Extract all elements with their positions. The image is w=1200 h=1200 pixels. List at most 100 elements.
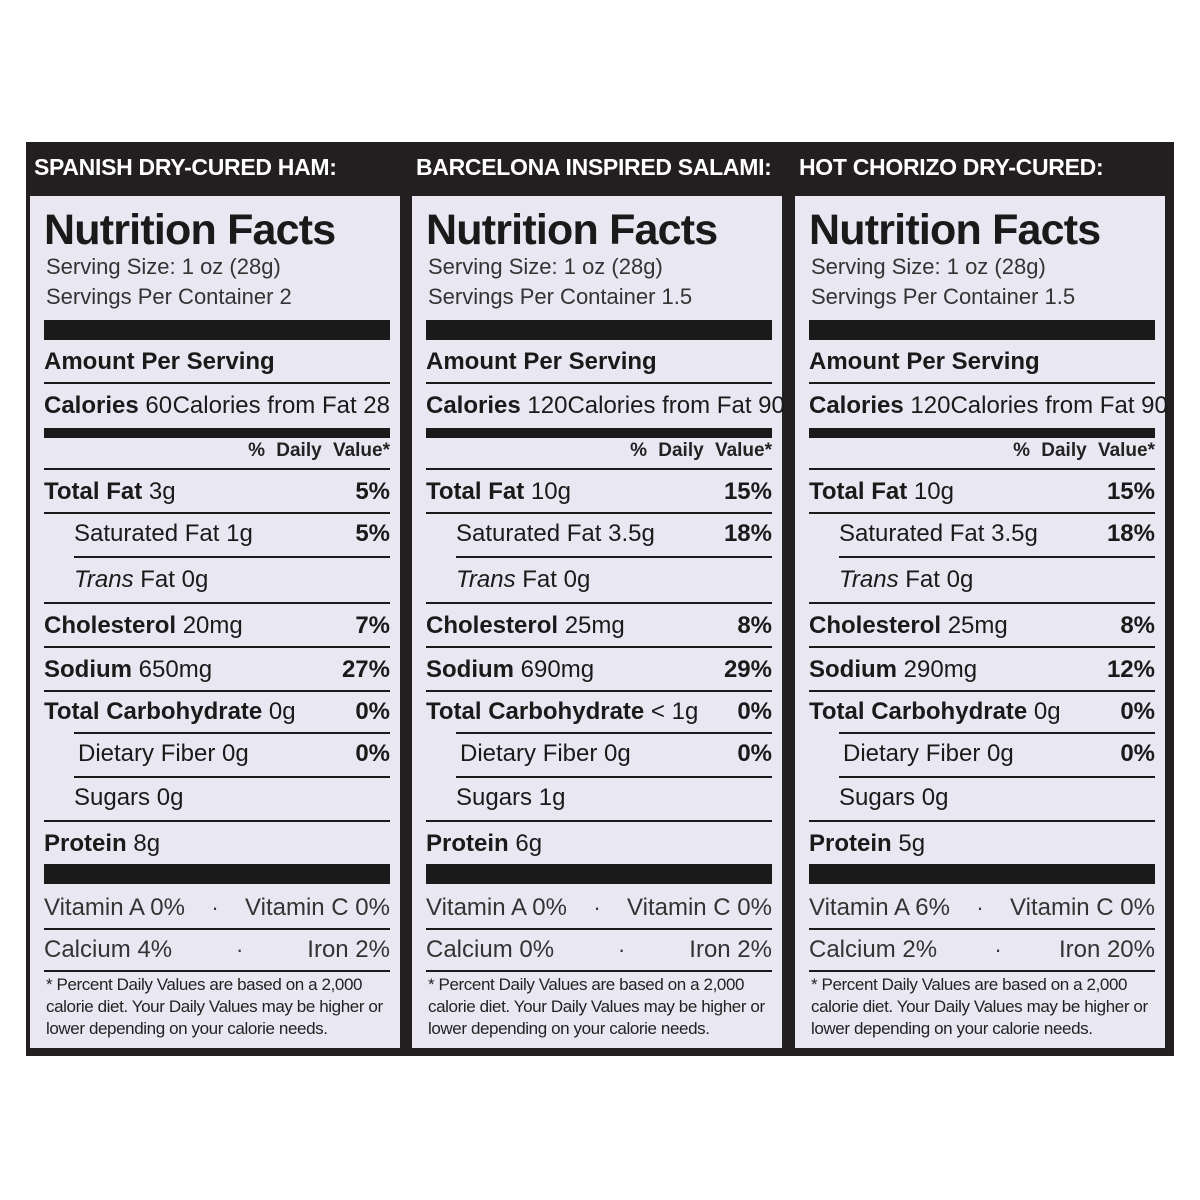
label-text: 0g — [921, 784, 949, 811]
calories-from-fat: Calories from Fat 28 — [172, 392, 390, 419]
divider — [839, 556, 1155, 558]
amount-per-serving: Amount Per Serving — [809, 342, 1155, 382]
label-text: Saturated Fat — [74, 520, 220, 547]
amount-per-serving: Amount Per Serving — [44, 342, 390, 382]
label-text: 8g — [133, 830, 161, 857]
label-text: Dietary Fiber — [78, 740, 216, 767]
daily-value-header: % Daily Value* — [1013, 440, 1155, 461]
saturated-fat-row: Saturated Fat 3.5g 18% — [456, 514, 772, 554]
divider — [809, 468, 1155, 470]
label-text: 690mg — [520, 656, 595, 683]
daily-value-header: % Daily Value* — [248, 440, 390, 461]
calories-label: Calories — [44, 392, 139, 419]
label-text: 1g — [538, 784, 566, 811]
thick-divider — [44, 320, 390, 340]
label-text: Saturated Fat — [839, 520, 985, 547]
total-fat-row: Total Fat 10g 15% — [426, 472, 772, 512]
label-text: · — [976, 895, 984, 920]
trans-fat-row: Trans Fat 0g — [456, 560, 772, 600]
mineral-row: Calcium 2% · Iron 20% — [809, 930, 1155, 970]
label-text: 0g — [222, 740, 249, 767]
label-text: 0g — [946, 566, 974, 593]
label-text: 3.5g — [608, 520, 655, 547]
divider — [74, 776, 390, 778]
daily-value-header: % Daily Value* — [630, 440, 772, 461]
label-text: 5% — [355, 520, 390, 547]
divider — [44, 646, 390, 648]
calories-from-fat: Calories from Fat 90 — [567, 392, 785, 419]
label-text: 10g — [530, 478, 571, 505]
medium-divider — [426, 428, 772, 438]
divider — [44, 970, 390, 972]
calcium: Calcium 4% — [44, 936, 173, 963]
amount-per-serving: Amount Per Serving — [426, 342, 772, 382]
panel-header-ham: SPANISH DRY-CURED HAM: — [34, 154, 337, 180]
divider — [456, 732, 772, 734]
label-text: 0g — [181, 566, 209, 593]
trans-fat-row: Trans Fat 0g — [839, 560, 1155, 600]
divider — [809, 382, 1155, 384]
divider — [44, 690, 390, 692]
iron: Iron 2% — [689, 936, 772, 963]
label-text: 18% — [723, 520, 772, 547]
panel-header-salami: BARCELONA INSPIRED SALAMI: — [416, 154, 772, 180]
label-text: Sugars — [456, 784, 533, 811]
mineral-row: Calcium 4% · Iron 2% — [44, 930, 390, 970]
saturated-fat-row: Saturated Fat 1g 5% — [74, 514, 390, 554]
label-text: · — [593, 895, 601, 920]
divider — [456, 776, 772, 778]
label-text: 25mg — [947, 612, 1008, 639]
calories-row: Calories 60 Calories from Fat 28 — [44, 386, 390, 426]
label-text: 0% — [1120, 698, 1155, 725]
label-text: 8% — [1120, 612, 1155, 639]
divider — [809, 928, 1155, 930]
vitamin-c: Vitamin C 0% — [627, 894, 772, 921]
divider — [426, 602, 772, 604]
label-text: Sugars — [839, 784, 916, 811]
label-text: · — [211, 895, 219, 920]
saturated-fat-row: Saturated Fat 3.5g 18% — [839, 514, 1155, 554]
total-fat-row: Total Fat 10g 15% — [809, 472, 1155, 512]
label-text: Amount Per Serving — [426, 348, 657, 375]
footnote: * Percent Daily Values are based on a 2,… — [46, 975, 383, 1038]
nutrition-panel-ham: Nutrition Facts Serving Size: 1 oz (28g)… — [30, 196, 400, 1048]
sodium-row: Sodium 690mg 29% — [426, 650, 772, 690]
dietary-fiber-row: Dietary Fiber 0g 0% — [843, 734, 1155, 774]
cholesterol-row: Cholesterol 25mg 8% — [809, 606, 1155, 646]
label-text: · — [236, 937, 244, 962]
vitamin-a: Vitamin A 0% — [44, 894, 185, 921]
divider — [809, 820, 1155, 822]
calories-label: Calories — [809, 392, 904, 419]
protein-row: Protein 6g — [426, 824, 772, 864]
divider — [426, 512, 772, 514]
label-text: 5% — [355, 478, 390, 505]
protein-row: Protein 8g — [44, 824, 390, 864]
calcium: Calcium 0% — [426, 936, 555, 963]
vitamin-row: Vitamin A 6% · Vitamin C 0% — [809, 888, 1155, 928]
divider — [839, 776, 1155, 778]
label-text: Cholesterol — [426, 612, 559, 639]
thick-divider — [426, 864, 772, 884]
divider — [809, 970, 1155, 972]
nutrition-facts-title: Nutrition Facts — [809, 206, 1101, 254]
divider — [426, 970, 772, 972]
divider — [426, 382, 772, 384]
label-text: Cholesterol — [809, 612, 942, 639]
divider — [44, 928, 390, 930]
label-text: 18% — [1106, 520, 1155, 547]
sugars-row: Sugars 0g — [74, 778, 390, 818]
calories-row: Calories 120 Calories from Fat 90 — [426, 386, 785, 426]
vitamin-row: Vitamin A 0% · Vitamin C 0% — [44, 888, 390, 928]
cholesterol-row: Cholesterol 25mg 8% — [426, 606, 772, 646]
label-text: Trans — [839, 566, 899, 593]
divider — [809, 646, 1155, 648]
vitamin-a: Vitamin A 0% — [426, 894, 567, 921]
nutrition-panel-salami: Nutrition Facts Serving Size: 1 oz (28g)… — [412, 196, 785, 1048]
divider — [44, 468, 390, 470]
label-text: Total Carbohydrate — [44, 698, 263, 725]
label-text: Dietary Fiber — [460, 740, 598, 767]
label-text: 0g — [268, 698, 296, 725]
label-text: Cholesterol — [44, 612, 177, 639]
thick-divider — [426, 320, 772, 340]
label-text: Dietary Fiber — [843, 740, 981, 767]
